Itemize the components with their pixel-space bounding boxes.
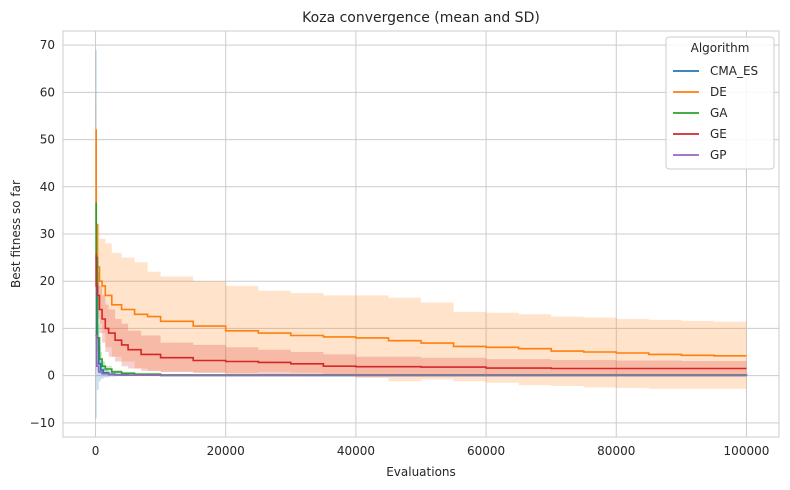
x-tick-label: 80000 — [597, 444, 635, 458]
legend-label-ga: GA — [710, 106, 728, 120]
x-axis-ticks: 0 20000 40000 60000 80000 100000 — [92, 444, 770, 458]
mean-lines — [95, 129, 748, 377]
y-tick-label: 10 — [40, 321, 55, 335]
mean-line-ge — [95, 254, 747, 370]
grid — [63, 31, 779, 437]
y-tick-label: 70 — [40, 38, 55, 52]
y-tick-label: 60 — [40, 85, 55, 99]
x-tick-label: 100000 — [724, 444, 770, 458]
legend-box — [665, 36, 775, 170]
x-tick-label: 0 — [92, 444, 100, 458]
y-tick-label: 30 — [40, 227, 55, 241]
x-tick-label: 60000 — [467, 444, 505, 458]
y-tick-label: 20 — [40, 274, 55, 288]
legend-label-ge: GE — [710, 127, 727, 141]
chart-title: Koza convergence (mean and SD) — [302, 10, 540, 26]
x-tick-label: 40000 — [337, 444, 375, 458]
mean-line-ga — [95, 202, 748, 376]
x-axis-label: Evaluations — [386, 465, 456, 479]
sd-band-ge — [95, 248, 747, 377]
legend: Algorithm CMA_ES DE GA GE GP — [665, 36, 775, 170]
y-tick-label: 40 — [40, 180, 55, 194]
y-axis-ticks: −10 0 10 20 30 40 50 60 70 — [30, 38, 55, 430]
legend-label-gp: GP — [710, 148, 727, 162]
y-tick-label: 0 — [47, 369, 55, 383]
mean-line-gp — [95, 334, 748, 377]
legend-label-cma-es: CMA_ES — [710, 64, 758, 78]
mean-line-de — [95, 129, 747, 357]
y-tick-label: 50 — [40, 133, 55, 147]
x-tick-label: 20000 — [207, 444, 245, 458]
legend-label-de: DE — [710, 85, 727, 99]
legend-title: Algorithm — [691, 41, 750, 55]
y-tick-label: −10 — [30, 416, 55, 430]
sd-band-de — [95, 101, 747, 389]
sd-bands — [95, 49, 747, 419]
y-axis-label: Best fitness so far — [9, 180, 23, 288]
